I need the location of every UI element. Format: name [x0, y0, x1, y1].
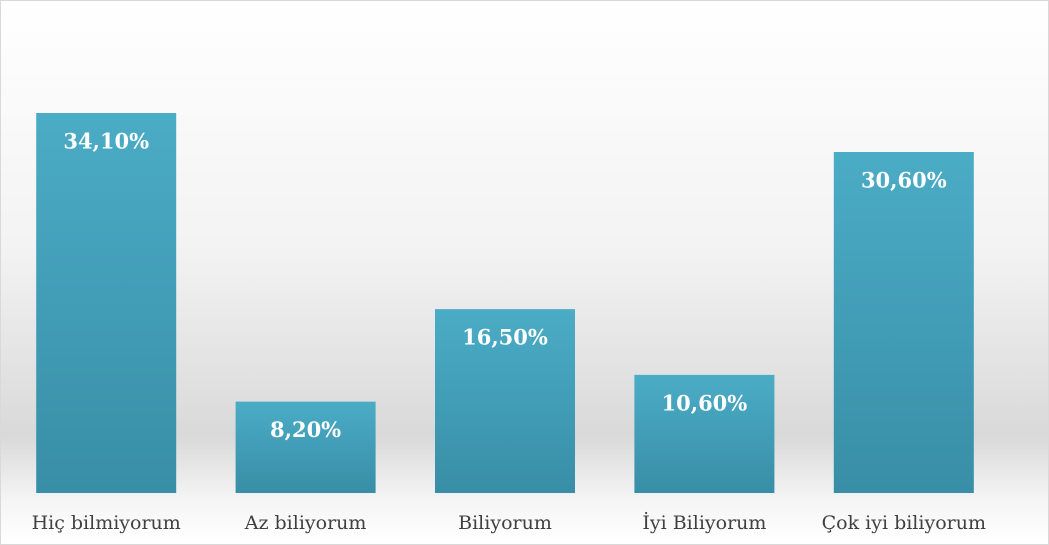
bar	[235, 401, 376, 493]
x-tick-label: Biliyorum	[458, 512, 552, 534]
data-label: 10,60%	[662, 390, 748, 415]
bar	[634, 374, 775, 493]
x-tick-label: Hiç bilmiyorum	[32, 512, 181, 534]
bar	[833, 152, 974, 493]
x-tick-label: İyi Biliyorum	[642, 511, 766, 534]
bar	[36, 113, 177, 493]
x-tick-label: Az biliyorum	[244, 512, 367, 534]
data-label: 34,10%	[63, 129, 149, 154]
data-label: 16,50%	[462, 325, 548, 350]
data-label: 30,60%	[861, 168, 947, 193]
x-tick-label: Çok iyi biliyorum	[822, 512, 986, 534]
data-label: 8,20%	[270, 417, 341, 442]
bar	[435, 309, 575, 493]
